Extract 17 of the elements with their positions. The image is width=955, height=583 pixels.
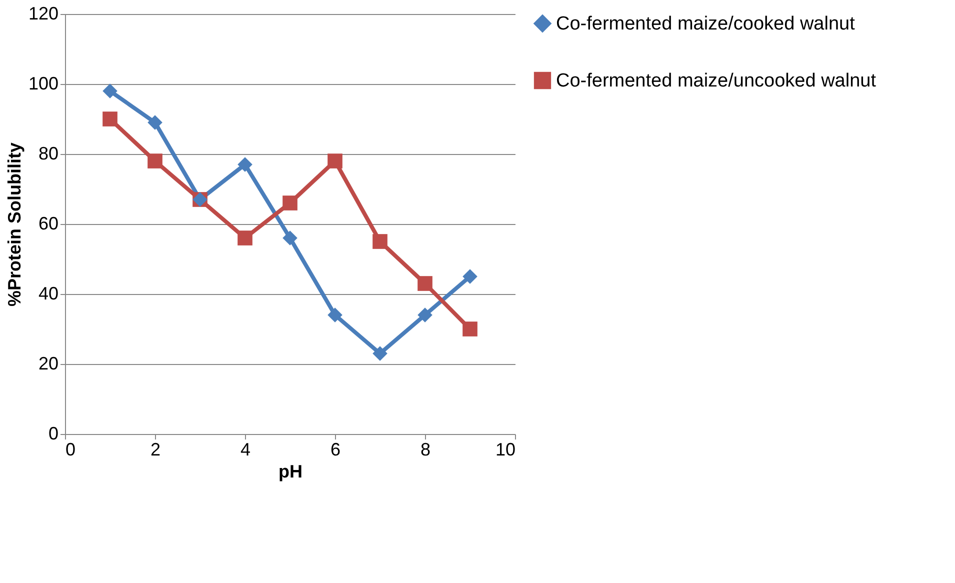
x-tick-label: 10: [495, 440, 516, 460]
y-tick-label: 120: [28, 4, 58, 24]
x-tick-label: 4: [240, 440, 251, 460]
legend-label: Co-fermented maize/cooked walnut: [556, 14, 856, 34]
y-tick-label: 60: [38, 214, 58, 234]
x-tick-label: 8: [420, 440, 431, 460]
x-tick-label: 6: [330, 440, 341, 460]
legend-label: Co-fermented maize/uncooked walnut: [556, 70, 877, 92]
y-axis-title: %Protein Solubility: [4, 142, 24, 307]
y-tick-label: 20: [38, 354, 58, 374]
x-tick-label: 0: [66, 440, 76, 460]
y-tick-label: 40: [38, 284, 58, 304]
x-tick-label: 2: [150, 440, 161, 460]
y-tick-label: 100: [28, 74, 58, 94]
y-tick-label: 80: [38, 144, 58, 164]
x-axis-title: pH: [278, 462, 302, 482]
y-tick-label: 0: [48, 424, 58, 444]
